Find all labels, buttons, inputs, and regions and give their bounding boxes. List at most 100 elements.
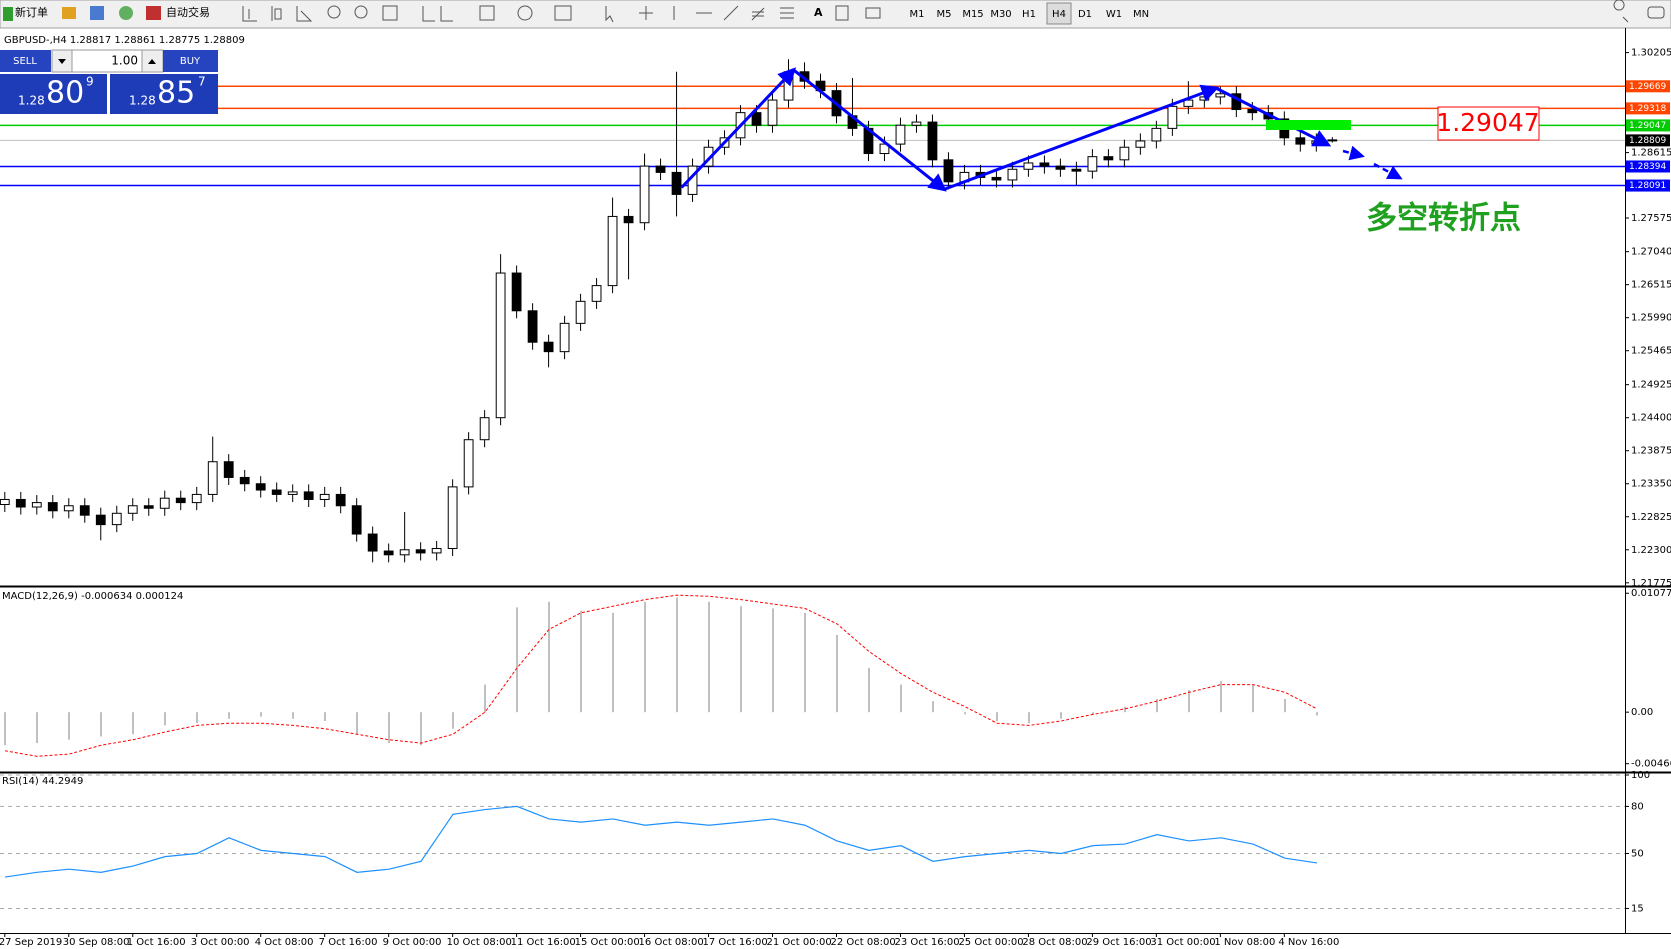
candle-body [1119, 146, 1130, 161]
y-tick-label: 1.28615 [1631, 148, 1671, 159]
buy-price-big[interactable]: 1.28 [129, 94, 156, 108]
candle-body [1327, 139, 1338, 142]
x-tick-label: 16 Oct 08:00 [639, 937, 704, 948]
candle-body [591, 285, 602, 302]
price-level-label: 1.29318 [1629, 104, 1666, 114]
sell-price-pips[interactable]: 80 [46, 76, 84, 111]
sell-price[interactable] [0, 74, 107, 114]
y-tick-label: 1.24400 [1631, 413, 1671, 424]
sell-price-point[interactable]: 9 [86, 75, 94, 89]
icon[interactable] [780, 7, 794, 19]
price-level-tag [1626, 80, 1670, 93]
buy-price[interactable] [110, 74, 218, 114]
icon[interactable] [327, 5, 341, 19]
timeframe-button[interactable]: H4 [1052, 9, 1066, 20]
candle-body [399, 549, 410, 556]
candle-body [0, 498, 10, 505]
chat-icon[interactable] [1647, 6, 1665, 19]
price-level-tag [1626, 134, 1670, 147]
zigzag-annotation: 1.29047 多空转折点 [680, 67, 1540, 237]
candle-body [47, 502, 58, 512]
timeframe-button[interactable]: D1 [1078, 9, 1092, 20]
candle-body [303, 491, 314, 500]
buy-price-pips[interactable]: 85 [157, 76, 195, 111]
new-order-icon[interactable] [3, 7, 13, 21]
candle-body [1135, 140, 1146, 148]
candle-body [655, 165, 666, 173]
lots-value[interactable]: 1.00 [111, 54, 138, 68]
sell-label[interactable]: SELL [13, 56, 37, 67]
candle-body [1151, 127, 1162, 142]
candle-body [527, 310, 538, 343]
icon[interactable] [517, 5, 533, 21]
y-tick-label: -0.004668 [1631, 759, 1671, 770]
icon[interactable] [382, 5, 398, 21]
candle-body [63, 505, 74, 512]
new-order[interactable]: 新订单 [15, 5, 48, 19]
buy-button[interactable] [163, 50, 218, 72]
candle-body [95, 514, 106, 526]
icon[interactable] [296, 6, 313, 22]
icon[interactable] [62, 7, 76, 19]
icon[interactable] [90, 6, 104, 20]
timeframe-button[interactable]: W1 [1106, 9, 1122, 20]
icon[interactable] [119, 6, 133, 20]
y-tick-label: 1.24925 [1631, 380, 1671, 391]
y-tick-label: 1.26515 [1631, 280, 1671, 291]
turning-point-note: 多空转折点 [1366, 201, 1521, 237]
candle-body [1215, 93, 1226, 98]
timeframe-button[interactable]: M30 [990, 9, 1011, 20]
candle-body [383, 550, 394, 556]
timeframe-button[interactable]: M5 [937, 9, 952, 20]
candle-body [479, 417, 490, 441]
price-level-tag [1626, 102, 1670, 115]
icon[interactable] [479, 5, 495, 21]
y-tick-label: 1.25990 [1631, 313, 1671, 324]
price-level-label: 1.29669 [1629, 82, 1666, 92]
text-tool[interactable]: A [814, 6, 823, 19]
price-level-tag [1626, 179, 1670, 192]
icon[interactable] [271, 6, 282, 21]
forecast-arrow [1373, 162, 1403, 180]
candle-body [335, 493, 346, 507]
candle-body [1103, 156, 1114, 161]
timeframe-button[interactable]: M15 [962, 9, 983, 20]
icon[interactable] [354, 5, 368, 19]
icon[interactable] [865, 7, 881, 19]
y-tick-label: 1.27040 [1631, 247, 1671, 258]
timeframe-button[interactable]: M1 [910, 9, 925, 20]
search-icon[interactable] [1613, 0, 1629, 23]
sell-button[interactable] [0, 50, 51, 72]
candle-body [543, 341, 554, 353]
timeframe-button[interactable]: MN [1133, 9, 1149, 20]
buy-label[interactable]: BUY [180, 56, 201, 67]
candle-body [351, 505, 362, 535]
candle-body [463, 439, 474, 488]
icon[interactable] [242, 6, 257, 22]
auto-trading[interactable]: 自动交易 [166, 5, 210, 19]
candle-body [911, 121, 922, 126]
sell-price-big[interactable]: 1.28 [18, 94, 45, 108]
icon[interactable] [605, 6, 614, 23]
chart-layers: 1.30205 1.28615 1.27575 1.27040 1.26515 1.259… [0, 48, 1671, 948]
x-tick-label: 23 Oct 16:00 [894, 937, 959, 948]
x-tick-label: 27 Sep 2019 [0, 937, 62, 948]
x-tick-label: 11 Oct 16:00 [511, 937, 576, 948]
buy-price-point[interactable]: 7 [198, 75, 206, 89]
auto-trading-icon[interactable] [146, 6, 161, 20]
icon[interactable] [723, 5, 739, 21]
icon[interactable] [422, 6, 453, 22]
timeframe-button[interactable]: H1 [1022, 9, 1036, 20]
icon[interactable] [554, 5, 572, 21]
icon[interactable] [639, 6, 653, 20]
trend-arrow [680, 67, 797, 189]
x-tick-label: 4 Nov 16:00 [1278, 937, 1339, 948]
candle-body [207, 461, 218, 495]
icon[interactable] [835, 5, 849, 21]
x-tick-label: 31 Oct 00:00 [1150, 937, 1215, 948]
icon[interactable] [751, 7, 765, 21]
y-tick-label: 0.00 [1631, 707, 1653, 718]
candle-body [191, 493, 202, 504]
candle-body [255, 483, 266, 491]
candle-body [751, 112, 762, 126]
